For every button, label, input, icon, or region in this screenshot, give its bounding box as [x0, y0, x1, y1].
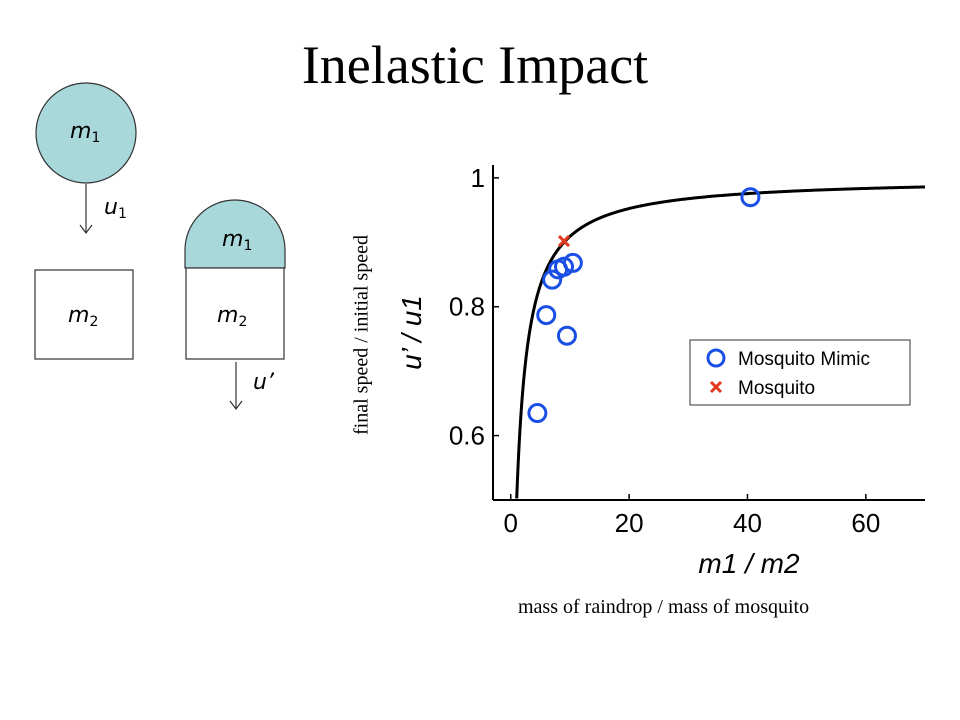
- y-tick-label: 0.8: [449, 292, 485, 322]
- y-tick-label: 0.6: [449, 421, 485, 451]
- mimic-data-point: [536, 305, 557, 326]
- initial-speed-label: u1: [104, 195, 127, 222]
- mosquito-block: [34, 269, 134, 360]
- after-velocity-arrow: [229, 362, 243, 410]
- final-speed-label: u’: [253, 370, 274, 395]
- legend-marker-mosquito: [709, 380, 723, 394]
- combined-drop-mass-label: m1: [222, 227, 253, 254]
- outer-y-axis-caption-text: final speed / initial speed: [350, 235, 373, 435]
- legend-entry-label: Mosquito: [738, 378, 815, 399]
- legend-entry-label: Mosquito Mimic: [738, 349, 870, 370]
- y-axis-label: u’ / u1: [396, 295, 427, 370]
- mimic-data-point: [556, 325, 577, 346]
- x-tick-label: 60: [851, 508, 880, 538]
- combined-mosquito-mass-label: m2: [217, 303, 248, 330]
- x-tick-label: 0: [504, 508, 518, 538]
- drop-mass-label: m1: [70, 119, 101, 146]
- before-velocity-arrow: [79, 184, 93, 234]
- combined-mosquito-block: [185, 267, 285, 360]
- x-tick-label: 20: [615, 508, 644, 538]
- slide-title: Inelastic Impact: [301, 35, 649, 95]
- mimic-data-point: [527, 403, 548, 424]
- outer-x-axis-caption: mass of raindrop / mass of mosquito: [518, 596, 810, 618]
- mimic-data-point: [542, 269, 563, 290]
- theory-curve: [515, 185, 926, 499]
- legend-marker-mimic: [706, 348, 726, 368]
- mosquito-mass-label: m2: [68, 303, 99, 330]
- y-tick-label: 1: [471, 163, 485, 193]
- legend-box: [689, 339, 911, 406]
- x-tick-label: 40: [733, 508, 762, 538]
- mosquito-data-point: [557, 234, 571, 248]
- impact-diagram: [34, 82, 286, 410]
- mimic-data-point: [740, 187, 761, 208]
- mimic-data-point: [554, 256, 575, 277]
- mimic-data-point: [562, 252, 583, 273]
- combined-drop-cap: [184, 199, 286, 269]
- speed-ratio-chart: 0 20 40 60 0.6 0.8 1 u’ / u1 m1 / m2 Mosquito Mim…: [396, 163, 926, 579]
- raindrop-circle: [35, 82, 137, 184]
- x-axis-label: m1 / m2: [698, 548, 800, 579]
